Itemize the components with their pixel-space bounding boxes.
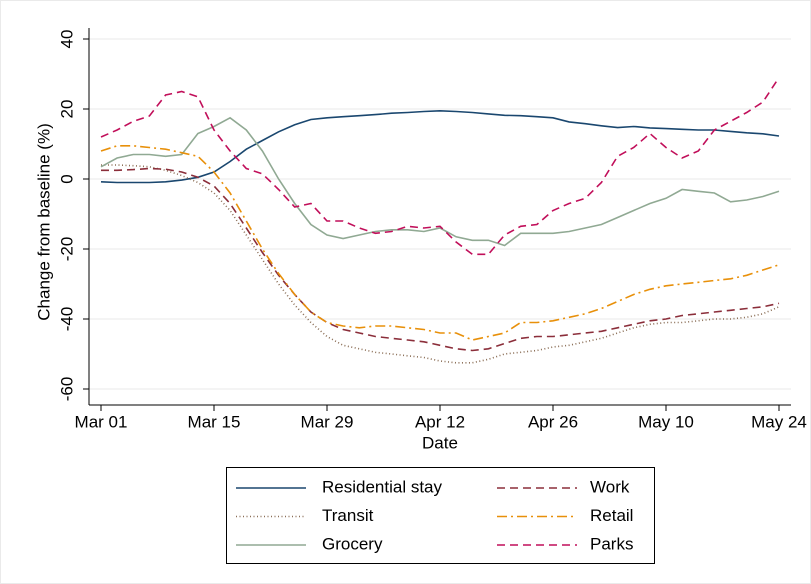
y-tick-label: -40: [57, 307, 76, 332]
legend-label: Work: [590, 477, 630, 496]
series-line: [101, 167, 780, 352]
y-tick-label: -20: [57, 237, 76, 262]
x-axis-label: Date: [422, 433, 458, 452]
x-tick-label: May 10: [638, 412, 694, 431]
series-line: [100, 77, 780, 256]
y-tick-label: 40: [57, 30, 76, 49]
x-tick-label: Mar 29: [301, 412, 354, 431]
y-axis-label: Change from baseline (%): [34, 123, 53, 320]
legend-label: Parks: [590, 534, 633, 553]
x-tick-label: Mar 15: [188, 412, 241, 431]
legend-label: Residential stay: [322, 477, 443, 496]
series-line: [100, 116, 780, 247]
legend-label: Retail: [590, 506, 633, 525]
legend-label: Transit: [322, 506, 374, 525]
x-tick-label: Apr 12: [415, 412, 465, 431]
y-tick-label: 20: [57, 100, 76, 119]
y-tick-label: -60: [57, 377, 76, 402]
x-tick-label: May 24: [751, 412, 807, 431]
legend-label: Grocery: [322, 534, 383, 553]
legend-box: [226, 467, 655, 564]
y-tick-label: 0: [57, 174, 76, 183]
x-tick-label: Mar 01: [75, 412, 128, 431]
series-line: [100, 145, 780, 341]
x-tick-label: Apr 26: [528, 412, 578, 431]
